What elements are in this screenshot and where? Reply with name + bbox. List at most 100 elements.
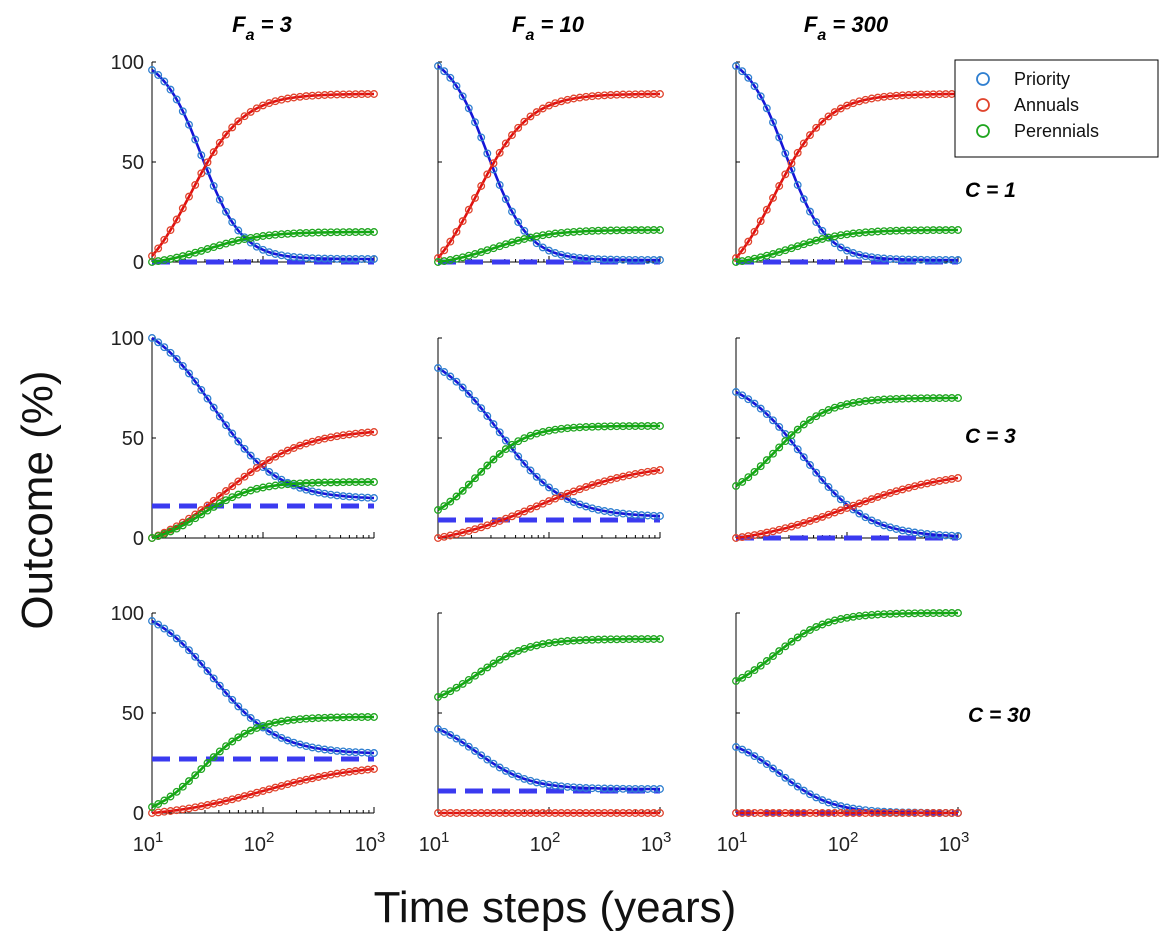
priority-point: [812, 468, 821, 477]
priority-point: [799, 195, 808, 204]
priority-point: [252, 719, 261, 727]
column-title-subscript: a: [817, 27, 826, 44]
priority-point: [775, 769, 784, 778]
priority-point: [520, 226, 529, 235]
priority-point: [501, 436, 510, 445]
priority-point: [185, 120, 193, 129]
perennials-point: [954, 226, 962, 234]
perennials-point: [656, 226, 664, 234]
annuals-point: [781, 170, 790, 179]
priority-line: [735, 745, 958, 815]
perennials-point: [197, 510, 206, 519]
priority-point: [265, 727, 274, 736]
annuals-point: [252, 104, 261, 113]
annuals-point: [744, 237, 753, 246]
priority-point: [520, 459, 529, 468]
priority-point: [836, 243, 845, 252]
priority-point: [769, 118, 777, 127]
panel-r0-c0: 0 50 100: [111, 52, 378, 274]
priority-point: [209, 181, 218, 190]
perennials-point: [756, 661, 765, 670]
x-tick-label: 102: [244, 829, 275, 856]
annuals-point: [234, 117, 243, 126]
annuals-point: [787, 159, 796, 168]
panel-r2-c2: 101 102 103: [717, 609, 969, 856]
perennials-point: [738, 477, 747, 486]
perennials-line: [437, 424, 660, 512]
priority-point: [756, 755, 765, 764]
priority-point: [756, 404, 765, 413]
priority-point: [750, 752, 759, 761]
perennials-point: [508, 440, 516, 449]
annuals-point: [166, 226, 175, 235]
perennials-point: [799, 629, 808, 638]
row-label: C = 1: [965, 179, 1016, 202]
x-tick-label: 101: [133, 829, 164, 856]
priority-point: [495, 181, 504, 189]
priority-point: [532, 472, 541, 481]
annuals-point: [836, 104, 845, 113]
annuals-point: [495, 148, 504, 157]
priority-point: [471, 118, 479, 127]
perennials-point: [954, 609, 962, 617]
annuals-point: [277, 449, 286, 458]
annuals-point: [793, 148, 802, 157]
priority-point: [483, 149, 492, 158]
priority-point: [458, 738, 467, 747]
x-tick-label: 103: [641, 829, 672, 856]
y-axis-label: Outcome (%): [13, 370, 62, 629]
priority-point: [271, 472, 280, 481]
priority-point: [154, 620, 163, 629]
priority-point: [197, 659, 206, 668]
priority-point: [732, 62, 740, 70]
annuals-point: [154, 244, 163, 253]
panel-r1-c2: [732, 337, 962, 542]
annuals-point: [215, 138, 224, 147]
priority-point: [228, 695, 237, 704]
annuals-point: [178, 204, 187, 213]
perennials-point: [240, 729, 249, 738]
perennials-point: [191, 771, 200, 780]
priority-point: [861, 513, 870, 522]
perennials-point: [495, 450, 504, 458]
priority-line: [437, 64, 660, 262]
priority-point: [806, 790, 814, 799]
perennials-point: [954, 394, 962, 402]
priority-point: [197, 385, 206, 394]
x-tick-exponent: 1: [441, 829, 449, 846]
perennials-point: [656, 635, 664, 643]
annuals-point: [228, 482, 237, 491]
perennials-point: [793, 633, 802, 642]
perennials-point: [172, 787, 181, 796]
perennials-point: [154, 800, 163, 808]
perennials-point: [787, 637, 796, 646]
priority-point: [464, 742, 473, 751]
priority-point: [545, 483, 553, 492]
row-label: C = 30: [968, 704, 1031, 727]
perennials-point: [464, 675, 473, 684]
column-title: Fa = 300: [804, 12, 889, 44]
priority-point: [954, 256, 962, 264]
priority-point: [166, 348, 175, 357]
annuals-point: [483, 170, 492, 179]
priority-point: [477, 133, 486, 142]
priority-point: [148, 334, 156, 342]
priority-point: [172, 355, 181, 363]
perennials-line: [151, 480, 374, 540]
annuals-point: [222, 130, 230, 139]
perennials-point: [440, 690, 449, 699]
perennials-point: [215, 499, 224, 508]
perennials-point: [489, 659, 498, 668]
annuals-point: [806, 131, 814, 140]
priority-point: [836, 495, 845, 504]
priority-point: [756, 92, 765, 101]
perennials-point: [738, 673, 747, 682]
x-tick-exponent: 2: [850, 829, 858, 846]
priority-point: [738, 391, 747, 400]
annuals-point: [830, 108, 839, 117]
priority-point: [185, 646, 193, 655]
priority-point: [370, 494, 378, 502]
priority-point: [228, 218, 237, 227]
annuals-line: [437, 92, 660, 259]
priority-point: [471, 396, 479, 405]
